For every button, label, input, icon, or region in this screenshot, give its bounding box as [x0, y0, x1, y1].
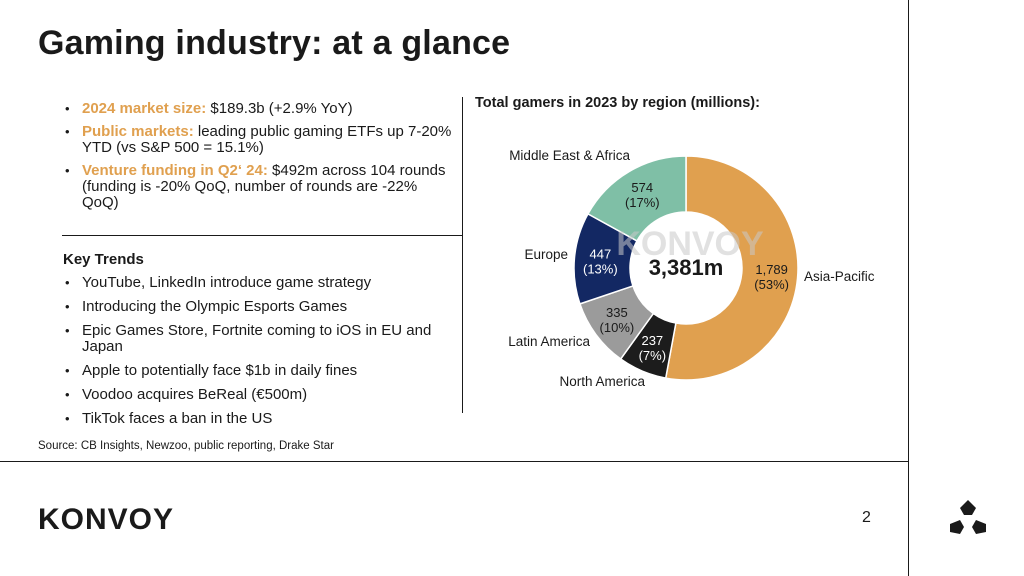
- slice-percent-label: (17%): [625, 195, 660, 210]
- list-item: Epic Games Store, Fortnite coming to iOS…: [62, 323, 462, 355]
- chart-watermark: KONVOY: [616, 225, 764, 263]
- slice-percent-label: (10%): [600, 320, 635, 335]
- slice-percent-label: (13%): [583, 261, 618, 276]
- list-item: Venture funding in Q2‘ 24: $492m across …: [62, 163, 457, 211]
- bullet-label: Public markets:: [82, 123, 194, 140]
- donut-chart: KONVOY 3,381m 1,789(53%) 237(7%) 335(10%) 4…: [508, 148, 875, 389]
- column-divider: [462, 97, 463, 413]
- source-note: Source: CB Insights, Newzoo, public repo…: [38, 440, 334, 452]
- legend-label-north-america: North America: [559, 374, 645, 389]
- slice-value-label: 335: [606, 305, 628, 320]
- slide-title: Gaming industry: at a glance: [38, 24, 511, 62]
- konvoy-logo: KONVOY: [38, 503, 175, 536]
- legend-label-asia-pacific: Asia-Pacific: [804, 269, 875, 284]
- right-margin-line: [908, 0, 909, 576]
- konvoy-mark-icon: [950, 500, 986, 534]
- list-item: Voodoo acquires BeReal (€500m): [62, 387, 462, 404]
- bullet-label: 2024 market size:: [82, 100, 207, 117]
- list-item: YouTube, LinkedIn introduce game strateg…: [62, 275, 462, 292]
- bullet-text: $492m across 104 rounds (funding is -20%…: [82, 162, 446, 211]
- list-item: Public markets: leading public gaming ET…: [62, 124, 457, 156]
- list-item: TikTok faces a ban in the US: [62, 411, 462, 428]
- legend-label-latin-america: Latin America: [508, 334, 590, 349]
- donut-slice-middle-east-africa: [586, 155, 687, 242]
- legend-label-middle-east-africa: Middle East & Africa: [509, 148, 630, 163]
- list-item: Introducing the Olympic Esports Games: [62, 299, 462, 316]
- legend-label-europe: Europe: [524, 247, 568, 262]
- chart-title: Total gamers in 2023 by region (millions…: [475, 95, 760, 111]
- slice-value-label: 447: [589, 246, 611, 261]
- section-divider: [62, 235, 462, 236]
- bullet-label: Venture funding in Q2‘ 24:: [82, 162, 268, 179]
- donut-slice-asia-pacific: [664, 155, 799, 381]
- highlights-list: 2024 market size: $189.3b (+2.9% YoY) Pu…: [62, 101, 457, 218]
- slice-value-label: 1,789: [755, 262, 788, 277]
- slice-percent-label: (53%): [754, 277, 789, 292]
- slice-value-label: 574: [631, 180, 653, 195]
- footer-divider: [0, 461, 908, 462]
- slice-value-label: 237: [641, 333, 663, 348]
- chart-total-label: 3,381m: [649, 255, 724, 280]
- slice-percent-label: (7%): [639, 348, 666, 363]
- key-trends-list: YouTube, LinkedIn introduce game strateg…: [62, 275, 462, 435]
- key-trends-heading: Key Trends: [63, 251, 144, 268]
- list-item: Apple to potentially face $1b in daily f…: [62, 363, 462, 380]
- bullet-text: $189.3b (+2.9% YoY): [206, 100, 353, 117]
- bullet-text: leading public gaming ETFs up 7-20% YTD …: [82, 123, 452, 156]
- page-number: 2: [862, 509, 871, 526]
- list-item: 2024 market size: $189.3b (+2.9% YoY): [62, 100, 457, 118]
